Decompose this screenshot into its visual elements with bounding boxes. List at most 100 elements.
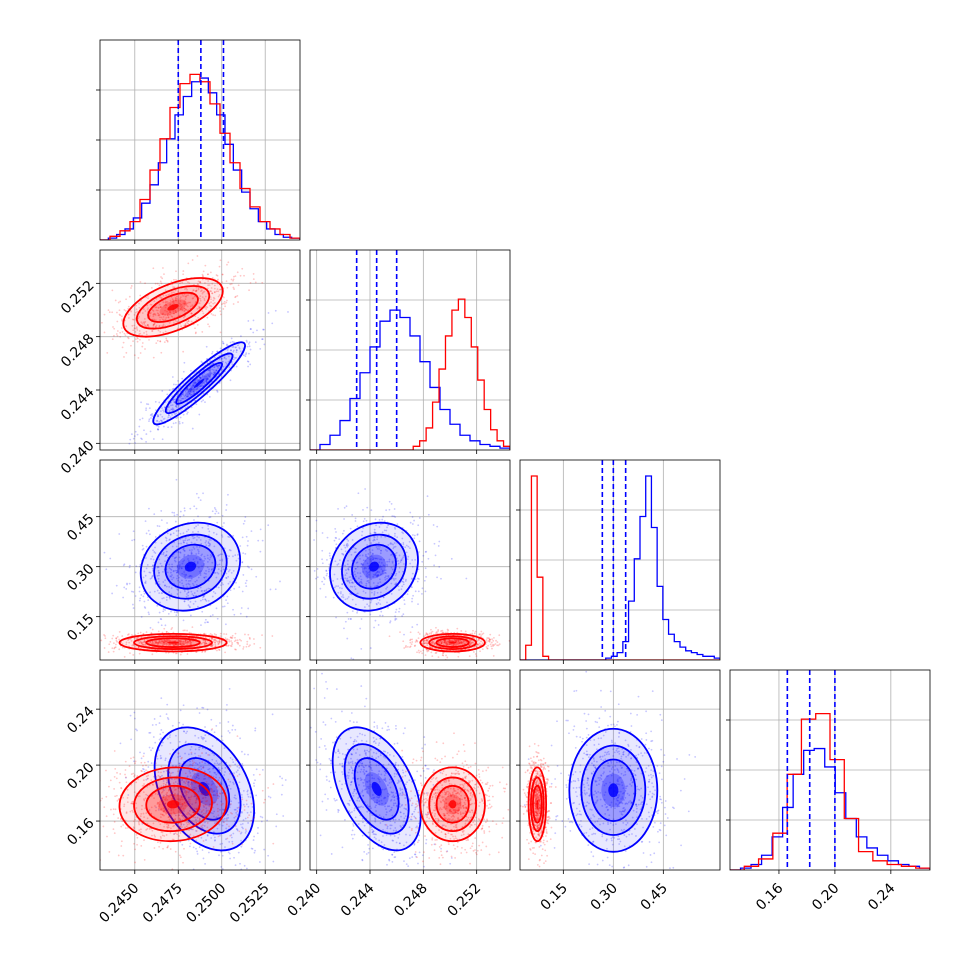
sample-point <box>186 321 189 324</box>
sample-point <box>178 801 181 804</box>
sample-point <box>187 640 190 643</box>
sample-point <box>213 291 216 294</box>
sample-point <box>343 529 345 532</box>
sample-point <box>398 571 401 573</box>
sample-point <box>164 609 166 611</box>
sample-point <box>457 640 460 643</box>
sample-point <box>445 654 447 657</box>
sample-point <box>136 329 139 331</box>
sample-point <box>443 639 446 642</box>
sample-point <box>187 782 190 784</box>
sample-point <box>263 343 266 346</box>
sample-point <box>248 636 251 639</box>
sample-point <box>170 575 173 578</box>
sample-point <box>160 542 163 545</box>
sample-point <box>188 809 191 812</box>
sample-point <box>165 301 168 303</box>
contour-line <box>152 341 246 426</box>
sample-point <box>228 639 231 641</box>
sample-point <box>361 534 363 537</box>
sample-point <box>231 636 234 639</box>
sample-point <box>186 775 189 778</box>
sample-point <box>411 626 414 628</box>
sample-point <box>168 539 171 541</box>
sample-point <box>225 838 227 841</box>
sample-point <box>168 643 171 646</box>
sample-point <box>151 574 154 577</box>
sample-point <box>460 642 463 645</box>
sample-point <box>115 333 118 335</box>
sample-point <box>219 762 221 765</box>
sample-point <box>199 599 202 602</box>
sample-point <box>398 566 401 569</box>
sample-point <box>197 736 200 739</box>
sample-point <box>410 643 413 646</box>
sample-point <box>160 410 162 413</box>
sample-point <box>154 641 157 644</box>
sample-point <box>108 785 110 788</box>
sample-point <box>349 592 352 595</box>
sample-point <box>165 339 168 342</box>
sample-point <box>210 638 213 641</box>
sample-point <box>192 811 195 814</box>
sample-point <box>140 813 143 815</box>
sample-point <box>219 722 221 724</box>
contour-line <box>139 521 242 612</box>
sample-point <box>203 576 206 579</box>
sample-point <box>315 530 318 532</box>
sample-point <box>344 546 347 549</box>
sample-point <box>307 563 309 565</box>
sample-point <box>416 533 419 536</box>
sample-point <box>151 747 154 750</box>
sample-point <box>275 825 278 828</box>
sample-point <box>208 771 211 773</box>
sample-point <box>373 594 376 596</box>
sample-point <box>431 641 433 643</box>
sample-point <box>186 781 189 784</box>
sample-point <box>74 652 76 654</box>
sample-point <box>366 544 369 546</box>
sample-point <box>380 535 383 538</box>
sample-point <box>213 638 216 641</box>
sample-point <box>225 572 228 575</box>
sample-point <box>221 340 224 343</box>
sample-point <box>217 554 220 557</box>
sample-point <box>204 618 207 621</box>
sample-point <box>365 570 368 573</box>
sample-point <box>200 554 203 557</box>
sample-point <box>425 550 428 553</box>
sample-point <box>380 565 383 568</box>
sample-point <box>177 386 180 389</box>
sample-point <box>490 645 493 648</box>
sample-point <box>239 612 242 615</box>
sample-point <box>418 651 421 654</box>
sample-point <box>169 533 172 536</box>
sample-point <box>418 551 420 553</box>
sample-point <box>217 568 220 571</box>
sample-point <box>220 357 223 360</box>
sample-point <box>207 378 209 381</box>
sample-point <box>213 366 216 368</box>
sample-point <box>409 521 412 524</box>
sample-point <box>179 416 182 419</box>
contour-line <box>147 291 199 323</box>
sample-point <box>127 305 130 308</box>
sample-point <box>194 290 197 293</box>
sample-point <box>356 565 359 568</box>
sample-point <box>179 709 182 712</box>
sample-point <box>137 636 140 639</box>
sample-point <box>424 634 427 636</box>
sample-point <box>187 796 190 799</box>
sample-point <box>369 551 372 554</box>
sample-point <box>205 375 208 378</box>
sample-point <box>202 385 204 387</box>
sample-point <box>132 607 135 609</box>
sample-point <box>153 797 155 800</box>
sample-point <box>181 779 183 782</box>
sample-point <box>459 641 462 644</box>
sample-point <box>193 807 196 810</box>
sample-point <box>431 655 434 658</box>
sample-point <box>161 800 164 803</box>
sample-point <box>323 583 325 586</box>
sample-point <box>343 518 345 520</box>
